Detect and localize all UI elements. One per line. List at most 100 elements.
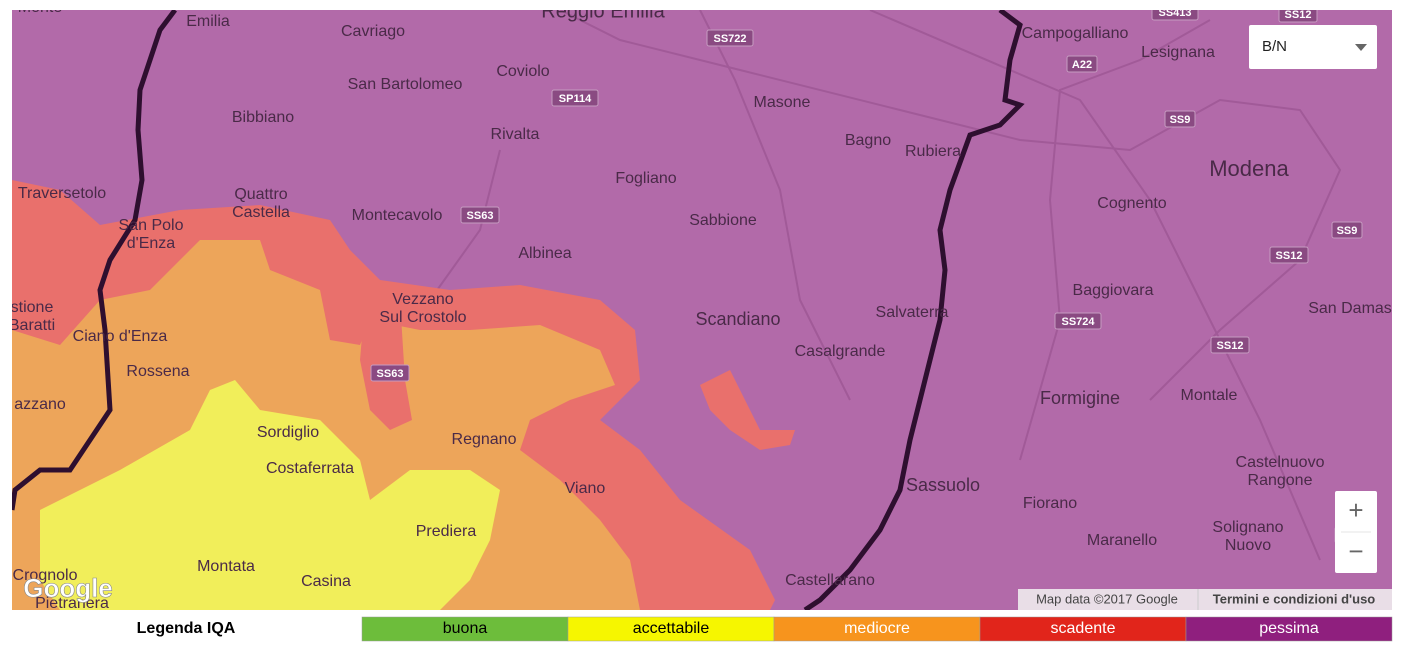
place-label: Sordiglio: [257, 424, 319, 441]
place-label: Lesignana: [1141, 44, 1215, 61]
place-label: Scandiano: [695, 309, 780, 329]
place-label: Rossena: [126, 363, 189, 380]
place-label: Sabbione: [689, 212, 757, 229]
road-shield-label: SP114: [559, 93, 592, 105]
legend-swatch: [567, 616, 775, 642]
place-label: Montale: [1181, 387, 1238, 404]
dropdown-arrow: [1355, 44, 1367, 51]
road-shield-label: SS12: [1217, 340, 1244, 352]
road-shield-label: SS9: [1337, 225, 1358, 237]
road-shield: [1278, 10, 1318, 23]
province-borders: [12, 10, 1025, 610]
road-shield-label: A22: [1072, 59, 1092, 71]
road-shield-label: SS724: [1061, 316, 1095, 328]
road-shield-label: SS63: [377, 368, 404, 380]
road-shield: [551, 89, 599, 107]
place-label: Regnano: [452, 431, 517, 448]
place-label: Quattro: [234, 186, 287, 203]
attribution: Map data ©2017 Google: [1036, 591, 1178, 606]
place-label: Bagno: [845, 132, 891, 149]
road-shield-label: SS63: [467, 210, 494, 222]
place-label: Viano: [565, 480, 606, 497]
road-shield-label: SS413: [1158, 7, 1191, 19]
place-label: San Damas: [1308, 300, 1392, 317]
place-label: Baggiovara: [1073, 282, 1154, 299]
place-label: Nuovo: [1225, 537, 1271, 554]
place-label: San Bartolomeo: [348, 76, 463, 93]
road-shield: [706, 29, 754, 47]
road-shield-label: SS12: [1285, 9, 1312, 21]
legend-swatch: [1185, 616, 1393, 642]
place-label: Baratti: [9, 317, 55, 334]
place-label: azzano: [14, 396, 66, 413]
place-label: Vezzano: [392, 291, 453, 308]
zoom-out[interactable]: −: [1348, 536, 1363, 566]
place-label: Montecavolo: [352, 207, 443, 224]
zoom-in[interactable]: +: [1348, 495, 1363, 525]
place-label: d'Enza: [127, 235, 176, 252]
road-shield-label: SS12: [1276, 250, 1303, 262]
place-label: Campogalliano: [1022, 25, 1129, 42]
place-label: Bibbiano: [232, 109, 294, 126]
place-label: Pietranera: [35, 595, 109, 612]
road-shield: [1331, 221, 1363, 239]
place-label: stione: [11, 299, 54, 316]
place-label: Castelnuovo: [1236, 454, 1325, 471]
legend-swatch: [979, 616, 1187, 642]
legend-label: buona: [443, 620, 488, 637]
road-shield: [1054, 312, 1102, 330]
road-shield: [1151, 10, 1199, 21]
place-label: Monte: [18, 0, 63, 16]
place-label: Formigine: [1040, 388, 1120, 408]
google-logo: Google: [23, 573, 113, 603]
map-type-label: B/N: [1262, 38, 1287, 55]
place-label: Casina: [301, 573, 351, 590]
place-label: Crognolo: [13, 567, 78, 584]
legend-label: scadente: [1051, 620, 1116, 637]
place-label: Rubiera: [905, 143, 961, 160]
place-label: Salvaterra: [876, 304, 949, 321]
place-label: Montata: [197, 558, 255, 575]
place-label: Coviolo: [496, 63, 549, 80]
place-label: San Polo: [119, 217, 184, 234]
place-label: Emilia: [186, 13, 230, 30]
legend-label: mediocre: [844, 620, 910, 637]
legend-swatch: [773, 616, 981, 642]
place-label: Traversetolo: [18, 185, 106, 202]
place-label: Reggio Emilia: [541, 0, 665, 22]
attribution-bar: [1018, 589, 1392, 610]
place-label: Masone: [754, 94, 811, 111]
place-label: Castellarano: [785, 572, 875, 589]
road-shield: [1164, 110, 1196, 128]
road-shield: [460, 206, 500, 224]
map: Monte Emilia Reggio Emilia Cavriago Coviolo S…: [9, 0, 1392, 612]
map-type-dropdown[interactable]: [1249, 25, 1377, 69]
terms-link[interactable]: Termini e condizioni d'uso: [1213, 591, 1376, 606]
place-label: Solignano: [1212, 519, 1283, 536]
place-label: Sul Crostolo: [379, 309, 466, 326]
road-shield: [1210, 336, 1250, 354]
road-shield-label: SS9: [1170, 114, 1191, 126]
place-label: Fiorano: [1023, 495, 1077, 512]
place-label: Fogliano: [615, 170, 676, 187]
place-label: Cavriago: [341, 23, 405, 40]
place-label: Cognento: [1097, 195, 1166, 212]
place-label: Modena: [1209, 156, 1289, 181]
zone-scadente-small: [700, 370, 795, 450]
place-label: Rangone: [1248, 472, 1313, 489]
place-label: Maranello: [1087, 532, 1157, 549]
place-label: Costaferrata: [266, 460, 354, 477]
place-label: Sassuolo: [906, 475, 980, 495]
road-shield: [1066, 55, 1098, 73]
road-shield: [1269, 246, 1309, 264]
place-label: Prediera: [416, 523, 477, 540]
place-label: Albinea: [518, 245, 571, 262]
place-label: Rivalta: [491, 126, 540, 143]
place-label: Ciano d'Enza: [73, 328, 168, 345]
roads: [399, 10, 1342, 561]
road-shield: [370, 364, 410, 382]
zone-accettabile: [40, 380, 500, 610]
legend-label: accettabile: [633, 620, 710, 637]
